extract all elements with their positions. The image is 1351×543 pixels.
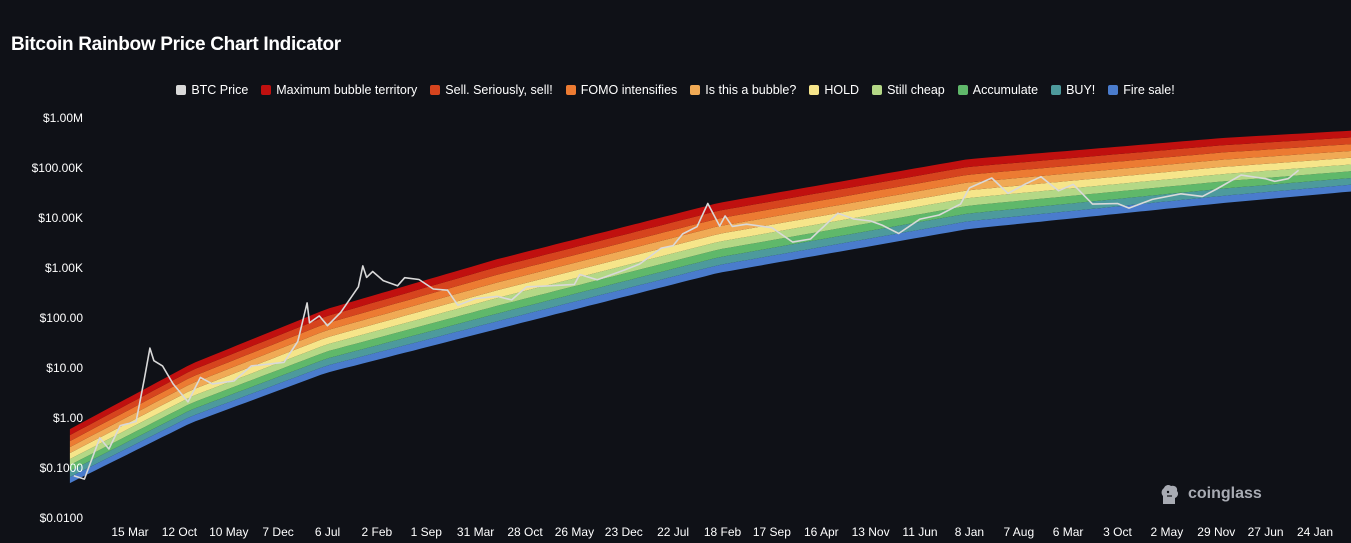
legend-item-8[interactable]: BUY! xyxy=(1051,83,1095,97)
legend-label: Still cheap xyxy=(887,83,945,97)
legend-label: BTC Price xyxy=(191,83,249,97)
legend-swatch xyxy=(872,85,883,95)
y-tick-label: $10.00K xyxy=(38,211,83,225)
chart-legend: BTC Price Maximum bubble territory Sell. S… xyxy=(0,83,1351,97)
page-title: Bitcoin Rainbow Price Chart Indicator xyxy=(11,34,341,55)
y-tick-label: $10.00 xyxy=(46,361,83,375)
x-tick-label: 2 May xyxy=(1151,525,1184,539)
x-tick-label: 7 Dec xyxy=(262,525,293,539)
legend-label: HOLD xyxy=(824,83,860,97)
x-axis: 15 Mar 12 Oct 10 May 7 Dec 6 Jul 2 Feb 1 Sep 31… xyxy=(111,525,1333,539)
legend-label: BUY! xyxy=(1066,83,1096,97)
legend-item-9[interactable]: Fire sale! xyxy=(1108,83,1175,97)
x-tick-label: 15 Mar xyxy=(111,525,148,539)
x-tick-label: 1 Sep xyxy=(411,525,443,539)
legend-label: Maximum bubble territory xyxy=(276,83,418,97)
x-tick-label: 8 Jan xyxy=(955,525,984,539)
x-tick-label: 11 Jun xyxy=(902,525,937,539)
legend-swatch xyxy=(261,85,272,95)
x-tick-label: 3 Oct xyxy=(1103,525,1132,539)
x-tick-label: 26 May xyxy=(555,525,594,539)
x-tick-label: 29 Nov xyxy=(1197,525,1235,539)
x-tick-label: 17 Sep xyxy=(753,525,791,539)
x-tick-label: 27 Jun xyxy=(1248,525,1284,539)
btc-price-line-layer xyxy=(73,169,1300,480)
legend-label: Is this a bubble? xyxy=(705,83,797,97)
coinglass-logo-icon xyxy=(1161,484,1179,504)
x-tick-label: 10 May xyxy=(209,525,248,539)
x-tick-label: 16 Apr xyxy=(804,525,839,539)
btc-price-line xyxy=(73,169,1300,480)
legend-swatch xyxy=(809,85,820,95)
y-tick-label: $1.00M xyxy=(43,111,83,125)
legend-swatch xyxy=(1051,85,1062,95)
x-tick-label: 23 Dec xyxy=(605,525,643,539)
legend-item-2[interactable]: Sell. Seriously, sell! xyxy=(430,83,553,97)
y-tick-label: $0.0100 xyxy=(40,511,84,525)
legend-swatch xyxy=(1108,85,1119,95)
x-tick-label: 24 Jan xyxy=(1297,525,1333,539)
x-tick-label: 2 Feb xyxy=(362,525,393,539)
legend-swatch xyxy=(430,85,441,95)
legend-label: FOMO intensifies xyxy=(580,83,678,97)
legend-item-7[interactable]: Accumulate xyxy=(957,83,1039,97)
legend-item-6[interactable]: Still cheap xyxy=(872,83,945,97)
coinglass-watermark: coinglass xyxy=(1158,482,1262,506)
legend-swatch xyxy=(957,85,968,95)
y-tick-label: $100.00 xyxy=(40,311,84,325)
x-tick-label: 18 Feb xyxy=(704,525,742,539)
y-tick-label: $1.00K xyxy=(45,261,83,275)
y-axis: $1.00M $100.00K $10.00K $1.00K $100.00 $10.00… xyxy=(32,111,84,525)
legend-item-3[interactable]: FOMO intensifies xyxy=(565,83,678,97)
x-tick-label: 7 Aug xyxy=(1003,525,1034,539)
watermark-text: coinglass xyxy=(1188,485,1262,502)
x-tick-label: 13 Nov xyxy=(852,525,890,539)
x-tick-label: 31 Mar xyxy=(457,525,494,539)
legend-label: Fire sale! xyxy=(1123,83,1175,97)
y-tick-label: $100.00K xyxy=(32,161,83,175)
rainbow-bands xyxy=(69,130,1351,484)
legend-item-1[interactable]: Maximum bubble territory xyxy=(261,83,417,97)
legend-swatch xyxy=(690,85,701,95)
x-tick-label: 22 Jul xyxy=(657,525,689,539)
legend-swatch xyxy=(565,85,576,95)
legend-item-0[interactable]: BTC Price xyxy=(176,83,248,97)
x-tick-label: 6 Jul xyxy=(315,525,340,539)
y-tick-label: $1.00 xyxy=(53,411,83,425)
legend-item-4[interactable]: Is this a bubble? xyxy=(690,83,796,97)
legend-swatch xyxy=(176,85,187,95)
x-tick-label: 28 Oct xyxy=(507,525,543,539)
x-tick-label: 12 Oct xyxy=(162,525,198,539)
y-tick-label: $0.1000 xyxy=(40,461,84,475)
legend-label: Accumulate xyxy=(972,83,1039,97)
x-tick-label: 6 Mar xyxy=(1053,525,1084,539)
legend-item-5[interactable]: HOLD xyxy=(809,83,859,97)
legend-label: Sell. Seriously, sell! xyxy=(445,83,553,97)
